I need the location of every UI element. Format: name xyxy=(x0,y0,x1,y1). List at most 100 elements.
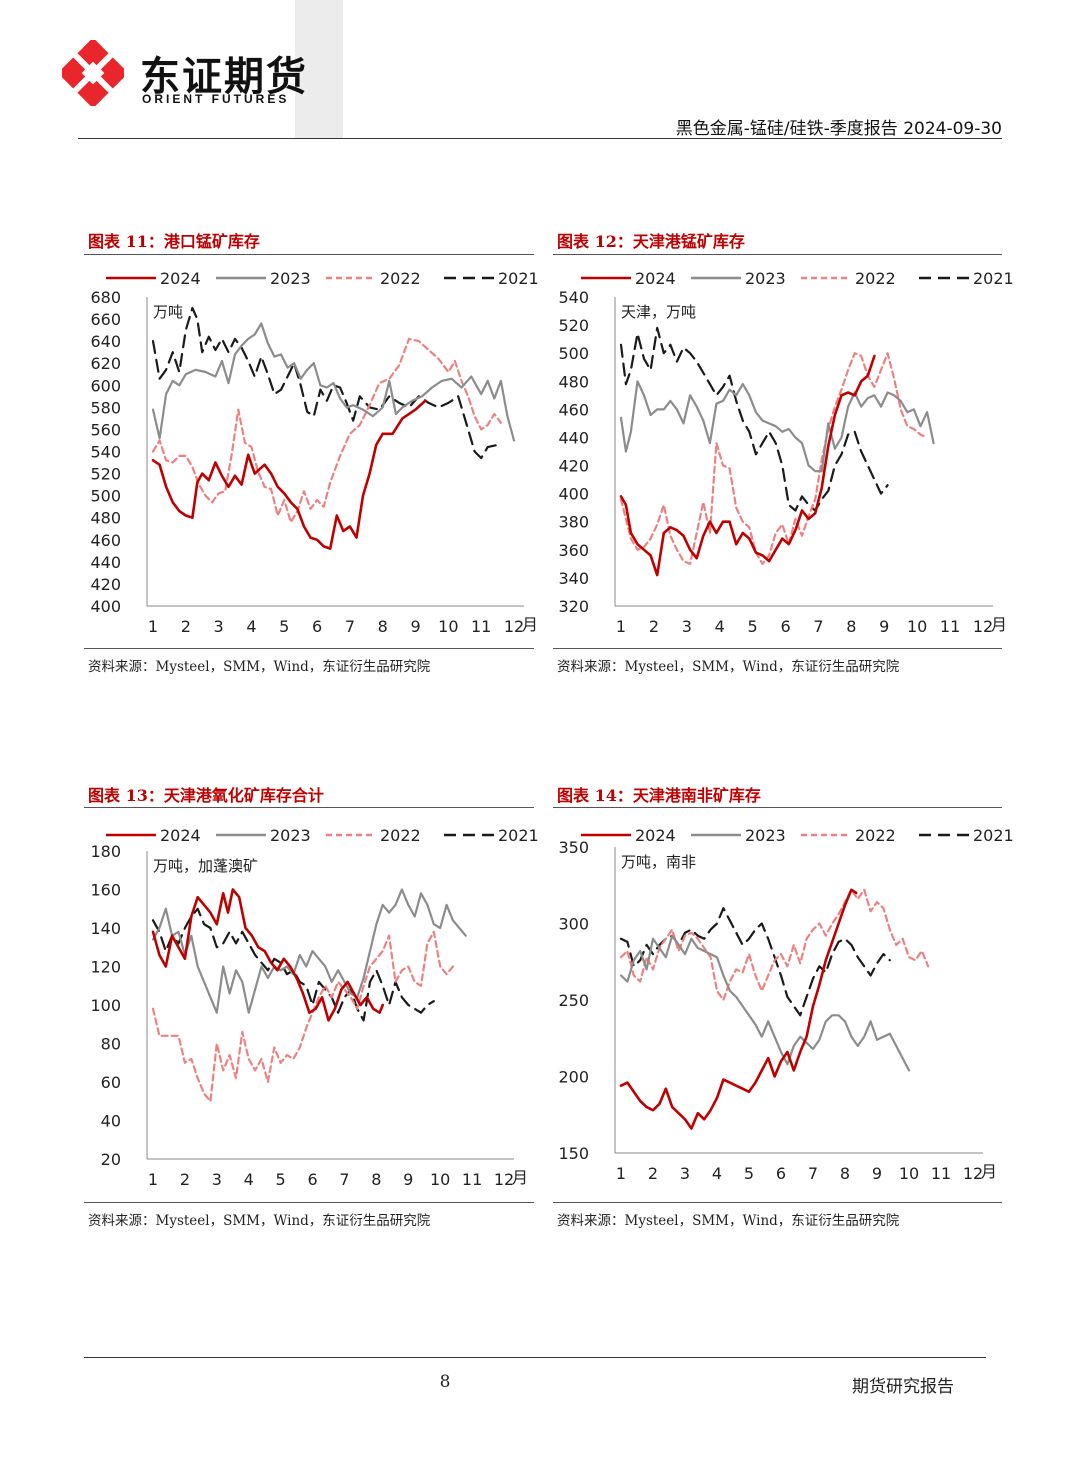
series-line-2024 xyxy=(151,888,384,1022)
chart-port-manganese-ore: 400 420 440 460 480 500 520 540 560 580 600 620 640 6… xyxy=(90,269,538,636)
chart-source-12: 资料来源：Mysteel，SMM，Wind，东证衍生品研究院 xyxy=(557,659,900,675)
y-tick-label: 420 xyxy=(558,457,589,476)
y-tick-label: 600 xyxy=(90,376,121,395)
y-tick-label: 380 xyxy=(558,513,589,532)
series-line-2021 xyxy=(619,907,891,1017)
series-line-2024 xyxy=(151,399,427,550)
x-tick-label: 1 xyxy=(148,1170,158,1189)
legend-label-2023: 2023 xyxy=(270,826,311,845)
y-tick-label: 540 xyxy=(558,288,589,307)
x-tick-label: 10 xyxy=(907,617,927,636)
x-tick-label: 4 xyxy=(712,1164,722,1183)
y-tick-label: 360 xyxy=(558,541,589,560)
report-title: 黑色金属-锰硅/硅铁-季度报告 2024-09-30 xyxy=(675,119,1002,139)
y-tick-label: 340 xyxy=(558,569,589,588)
legend-label-2024: 2024 xyxy=(635,826,676,845)
y-tick-label: 620 xyxy=(90,354,121,373)
series-line-2022 xyxy=(151,337,502,524)
x-tick-label: 1 xyxy=(616,617,626,636)
x-tick-label: 10 xyxy=(430,1170,450,1189)
x-tick-label: 5 xyxy=(744,1164,754,1183)
y-tick-label: 320 xyxy=(558,597,589,616)
x-tick-label: 2 xyxy=(180,1170,190,1189)
series-line-2022 xyxy=(151,930,454,1103)
series-line-2022 xyxy=(619,888,930,1002)
series-line-2024 xyxy=(619,354,876,577)
legend-label-2021: 2021 xyxy=(498,269,539,288)
y-tick-label: 60 xyxy=(101,1073,121,1092)
y-tick-label: 540 xyxy=(90,443,121,462)
unit-label: 万吨，南非 xyxy=(621,853,696,871)
x-tick-label: 12 xyxy=(973,617,993,636)
x-tick-label: 11 xyxy=(471,617,491,636)
series-line-2023 xyxy=(151,322,516,442)
x-tick-label: 3 xyxy=(212,1170,222,1189)
y-tick-label: 100 xyxy=(90,996,121,1015)
x-tick-label: 2 xyxy=(648,1164,658,1183)
series-line-2024 xyxy=(619,888,858,1130)
x-tick-label: 8 xyxy=(378,617,388,636)
x-tick-label: 12 xyxy=(494,1170,514,1189)
x-tick-label: 12 xyxy=(963,1164,983,1183)
y-tick-label: 150 xyxy=(558,1144,589,1163)
x-tick-label: 5 xyxy=(748,617,758,636)
legend-label-2021: 2021 xyxy=(973,269,1014,288)
x-axis-unit-label: 月 xyxy=(991,615,1007,634)
y-tick-label: 440 xyxy=(90,553,121,572)
series-line-2021 xyxy=(151,306,499,460)
brand-name-cn: 东证期货 xyxy=(140,54,308,100)
footer-rule xyxy=(84,1357,986,1358)
series-line-2022 xyxy=(619,352,929,565)
x-tick-label: 4 xyxy=(244,1170,254,1189)
y-tick-label: 560 xyxy=(90,420,121,439)
x-tick-label: 1 xyxy=(148,617,158,636)
x-tick-label: 8 xyxy=(371,1170,381,1189)
y-tick-label: 500 xyxy=(558,344,589,363)
orient-futures-logo-icon xyxy=(62,40,124,106)
legend-label-2024: 2024 xyxy=(160,269,201,288)
x-tick-label: 9 xyxy=(403,1170,413,1189)
chart-title-rule xyxy=(553,254,1002,255)
legend-label-2022: 2022 xyxy=(380,826,421,845)
x-tick-label: 4 xyxy=(246,617,256,636)
x-tick-label: 7 xyxy=(339,1170,349,1189)
legend-label-2022: 2022 xyxy=(855,269,896,288)
x-tick-label: 2 xyxy=(649,617,659,636)
source-rule xyxy=(84,648,534,649)
y-tick-label: 480 xyxy=(558,372,589,391)
y-tick-label: 520 xyxy=(90,465,121,484)
y-tick-label: 180 xyxy=(90,842,121,861)
y-tick-label: 160 xyxy=(90,881,121,900)
chart-title-rule xyxy=(84,254,534,255)
brand-name-en: ORIENT FUTURES xyxy=(142,92,290,106)
x-tick-label: 8 xyxy=(840,1164,850,1183)
x-axis-unit-label: 月 xyxy=(522,615,538,634)
chart-title-14: 图表 14：天津港南非矿库存 xyxy=(557,786,761,805)
y-tick-label: 680 xyxy=(90,288,121,307)
chart-title-rule xyxy=(84,807,534,808)
y-tick-label: 440 xyxy=(558,428,589,447)
legend-label-2021: 2021 xyxy=(973,826,1014,845)
x-tick-label: 4 xyxy=(715,617,725,636)
series-line-2023 xyxy=(151,888,467,1014)
x-tick-label: 3 xyxy=(214,617,224,636)
x-tick-label: 11 xyxy=(462,1170,482,1189)
unit-label: 天津，万吨 xyxy=(621,303,696,321)
x-tick-label: 10 xyxy=(438,617,458,636)
chart-title-rule xyxy=(553,807,1002,808)
x-tick-label: 11 xyxy=(940,617,960,636)
y-tick-label: 660 xyxy=(90,310,121,329)
legend-label-2022: 2022 xyxy=(380,269,421,288)
x-tick-label: 3 xyxy=(682,617,692,636)
series-line-2023 xyxy=(619,934,911,1072)
legend-label-2021: 2021 xyxy=(498,826,539,845)
legend-label-2024: 2024 xyxy=(160,826,201,845)
y-tick-label: 480 xyxy=(90,509,121,528)
page-number: 8 xyxy=(439,1372,451,1392)
series-line-2023 xyxy=(619,380,935,473)
source-rule xyxy=(553,648,1002,649)
x-tick-label: 7 xyxy=(808,1164,818,1183)
chart-source-13: 资料来源：Mysteel，SMM，Wind，东证衍生品研究院 xyxy=(88,1213,431,1229)
y-tick-label: 640 xyxy=(90,332,121,351)
